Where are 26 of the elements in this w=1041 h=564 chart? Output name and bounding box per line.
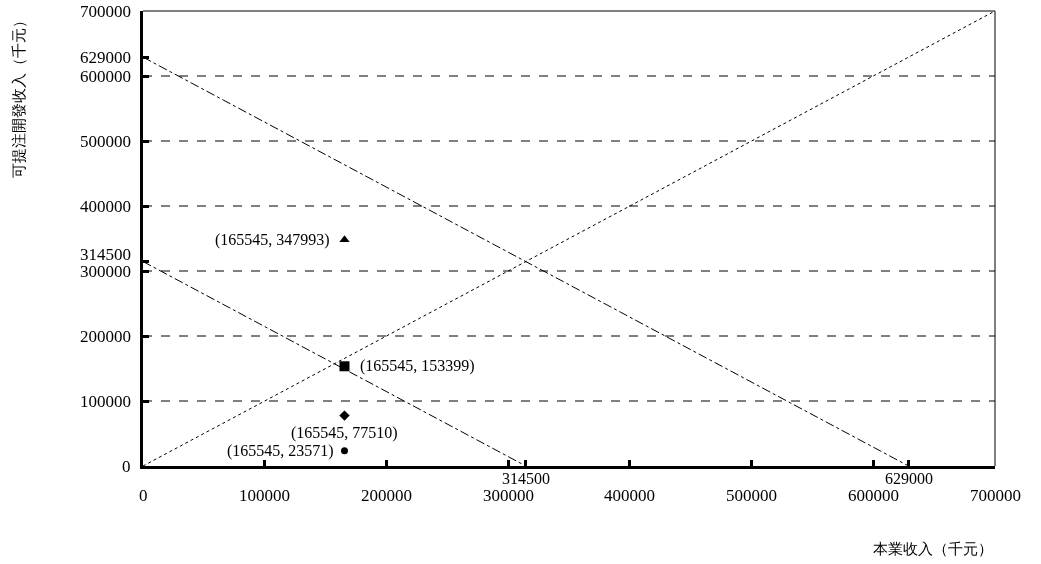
- annotation: (165545, 347993): [215, 231, 330, 249]
- x-tick-label: 300000: [483, 486, 534, 505]
- annotation: (165545, 153399): [360, 357, 475, 375]
- y-axis-title: 可提注開發收入（千元）: [9, 12, 28, 178]
- y-tick-label: 0: [122, 457, 131, 476]
- x-tick-label: 700000: [970, 486, 1021, 505]
- annotation: 629000: [885, 470, 933, 487]
- y-tick-label: 629000: [80, 48, 131, 67]
- y-tick-label: 314500: [80, 245, 131, 264]
- y-tick-label: 500000: [80, 132, 131, 151]
- x-tick-label: 100000: [239, 486, 290, 505]
- x-tick-label: 200000: [361, 486, 412, 505]
- x-tick-label: 0: [139, 486, 148, 505]
- annotation: (165545, 77510): [291, 424, 398, 442]
- y-tick-label: 100000: [80, 392, 131, 411]
- y-tick-label: 300000: [80, 262, 131, 281]
- y-tick-label: 200000: [80, 327, 131, 346]
- x-axis-title: 本業收入（千元）: [873, 540, 993, 558]
- y-tick-label: 600000: [80, 67, 131, 86]
- x-tick-label: 600000: [848, 486, 899, 505]
- x-tick-label: 400000: [604, 486, 655, 505]
- annotation: (165545, 23571): [227, 442, 334, 460]
- y-tick-label: 700000: [80, 2, 131, 21]
- annotation: 314500: [502, 470, 550, 487]
- y-tick-label: 400000: [80, 197, 131, 216]
- x-tick-label: 500000: [726, 486, 777, 505]
